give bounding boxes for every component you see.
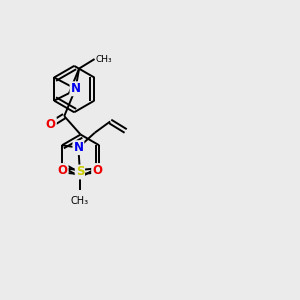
Text: S: S xyxy=(76,166,84,178)
Text: N: N xyxy=(70,82,80,95)
Text: O: O xyxy=(46,118,56,131)
Text: O: O xyxy=(92,164,102,177)
Text: CH₃: CH₃ xyxy=(71,196,89,206)
Text: N: N xyxy=(74,141,83,154)
Text: CH₃: CH₃ xyxy=(95,55,112,64)
Text: O: O xyxy=(58,164,68,177)
